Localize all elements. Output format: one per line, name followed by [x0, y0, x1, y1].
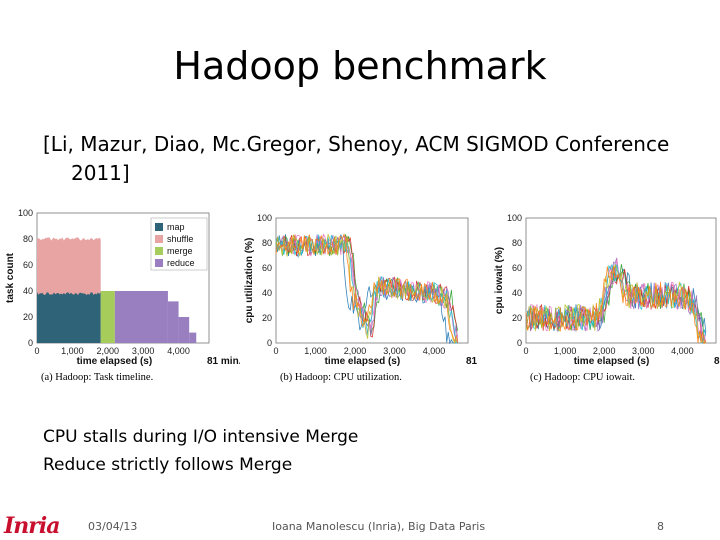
- node-line-5: [525, 264, 707, 344]
- x-tick-label: 1,000: [554, 346, 577, 356]
- chart-caption: (b) Hadoop: CPU utilization.: [280, 372, 402, 383]
- area-segment-reduce: [167, 301, 179, 343]
- reference-line-1: [Li, Mazur, Diao, Mc.Gregor, Shenoy, ACM…: [43, 132, 670, 156]
- y-tick-label: 80: [23, 234, 33, 244]
- y-tick-label: 100: [18, 208, 33, 218]
- y-tick-label: 0: [267, 338, 272, 348]
- y-tick-label: 40: [23, 286, 33, 296]
- y-tick-label: 0: [517, 338, 522, 348]
- legend-label-map: map: [167, 222, 185, 232]
- x-tick-label: 3,000: [632, 346, 655, 356]
- legend-swatch-shuffle: [155, 235, 163, 243]
- node-line-3: [525, 257, 707, 342]
- bullet-item: CPU stalls during I/O intensive Merge: [43, 427, 359, 447]
- task-timeline-chart: 0 20 40 60 80 100 0 1,000 2,000 3,000 4,000 time el…: [5, 208, 240, 383]
- legend-swatch-merge: [155, 247, 163, 255]
- node-line-7: [525, 266, 707, 345]
- x-tick-label: 4,000: [167, 346, 190, 356]
- x-tick-label: 2,000: [97, 346, 120, 356]
- y-axis-label: cpu iowait (%): [494, 247, 505, 314]
- end-time-label: 81 min.: [207, 356, 240, 367]
- y-tick-label: 100: [507, 213, 522, 223]
- x-tick-label: 1,000: [304, 346, 327, 356]
- reference-line-2: 2011]: [71, 161, 130, 185]
- x-tick-label: 2,000: [593, 346, 616, 356]
- y-tick-label: 60: [512, 263, 522, 273]
- y-tick-label: 40: [512, 288, 522, 298]
- plot-frame: [275, 217, 469, 344]
- node-line-7: [275, 233, 459, 344]
- legend-label-merge: merge: [167, 246, 193, 256]
- legend-swatch-map: [155, 223, 163, 231]
- x-tick-label: 0: [523, 346, 528, 356]
- y-axis-label: task count: [5, 252, 16, 303]
- footer-center-text: Ioana Manolescu (Inria), Big Data Paris: [272, 520, 486, 533]
- x-tick-label: 4,000: [423, 346, 446, 356]
- y-tick-label: 60: [23, 260, 33, 270]
- y-tick-label: 0: [28, 338, 33, 348]
- y-tick-label: 20: [23, 312, 33, 322]
- x-tick-label: 3,000: [383, 346, 406, 356]
- end-time-label: 81 min.: [714, 356, 720, 367]
- node-line-6: [275, 233, 458, 344]
- plot-frame: [525, 217, 717, 344]
- y-axis-label: cpu utilization (%): [244, 238, 255, 324]
- chart-caption: (a) Hadoop: Task timeline.: [41, 372, 153, 383]
- x-tick-label: 2,000: [344, 346, 367, 356]
- y-tick-label: 100: [257, 213, 272, 223]
- footer-date: 03/04/13: [88, 520, 138, 533]
- y-tick-label: 40: [262, 288, 272, 298]
- inria-logo: Inria: [4, 513, 60, 539]
- x-tick-label: 1,000: [61, 346, 84, 356]
- y-tick-label: 80: [262, 238, 272, 248]
- x-tick-label: 0: [273, 346, 278, 356]
- x-tick-label: 3,000: [132, 346, 155, 356]
- reference-citation: [Li, Mazur, Diao, Mc.Gregor, Shenoy, ACM…: [43, 130, 683, 188]
- legend-label-shuffle: shuffle: [167, 234, 193, 244]
- x-axis-label: time elapsed (s): [77, 356, 153, 367]
- x-axis-label: time elapsed (s): [574, 356, 650, 367]
- footer-page-number: 8: [657, 520, 664, 533]
- end-time-label: 81 min.: [466, 356, 480, 367]
- cpu-iowait-chart: 0 20 40 60 80 100 0 1,000 2,000 3,000 4,000 time el…: [494, 213, 720, 383]
- x-tick-label: 4,000: [671, 346, 694, 356]
- x-tick-label: 0: [34, 346, 39, 356]
- slide-title: Hadoop benchmark: [173, 44, 547, 88]
- area-segment-reduce: [114, 291, 168, 343]
- chart-caption: (c) Hadoop: CPU iowait.: [530, 372, 635, 383]
- y-tick-label: 60: [262, 263, 272, 273]
- area-segment-reduce: [189, 332, 197, 343]
- area-segment-reduce: [178, 317, 190, 343]
- y-tick-label: 20: [262, 313, 272, 323]
- y-tick-label: 20: [512, 313, 522, 323]
- area-segment-merge: [100, 291, 115, 343]
- cpu-utilization-chart: 0 20 40 60 80 100 0 1,000 2,000 3,000 4,000 time el…: [244, 213, 480, 383]
- legend-swatch-reduce: [155, 259, 163, 267]
- bullet-list: CPU stalls during I/O intensive Merge Re…: [43, 423, 358, 479]
- y-tick-label: 80: [512, 238, 522, 248]
- charts-row: 0 20 40 60 80 100 0 1,000 2,000 3,000 4,000 time el…: [0, 200, 720, 390]
- node-line-5: [275, 234, 458, 344]
- legend-label-reduce: reduce: [167, 258, 195, 268]
- area-segment-map: [37, 291, 101, 343]
- x-axis-label: time elapsed (s): [325, 356, 401, 367]
- bullet-item: Reduce strictly follows Merge: [43, 455, 293, 475]
